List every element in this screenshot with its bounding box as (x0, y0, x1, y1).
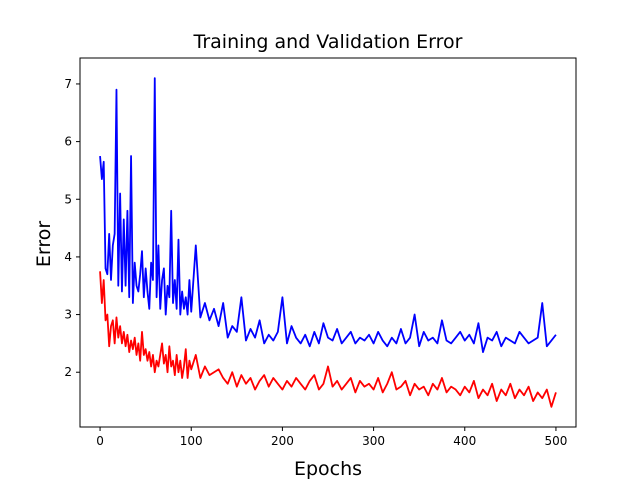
series-line-0 (99, 77, 557, 353)
y-axis-label: Error (33, 221, 55, 268)
x-axis-label: Epochs (294, 458, 362, 480)
y-tick-label: 4 (64, 250, 72, 264)
x-tick-label: 100 (180, 434, 203, 448)
x-tick-label: 200 (271, 434, 294, 448)
series-layer (99, 77, 557, 408)
y-tick-label: 7 (64, 77, 72, 91)
y-tick-label: 6 (64, 135, 72, 149)
x-tick-label: 0 (96, 434, 104, 448)
chart-title: Training and Validation Error (193, 31, 463, 53)
series-line-1 (99, 271, 557, 408)
x-tick-label: 300 (362, 434, 385, 448)
ticks-layer: 0 100 200 300 400 500 2 3 4 5 6 7 (64, 77, 567, 448)
y-tick-label: 5 (64, 192, 72, 206)
y-tick-label: 2 (64, 365, 72, 379)
y-tick-label: 3 (64, 308, 72, 322)
plot-frame (79, 57, 577, 428)
x-tick-label: 400 (453, 434, 476, 448)
x-tick-label: 500 (544, 434, 567, 448)
